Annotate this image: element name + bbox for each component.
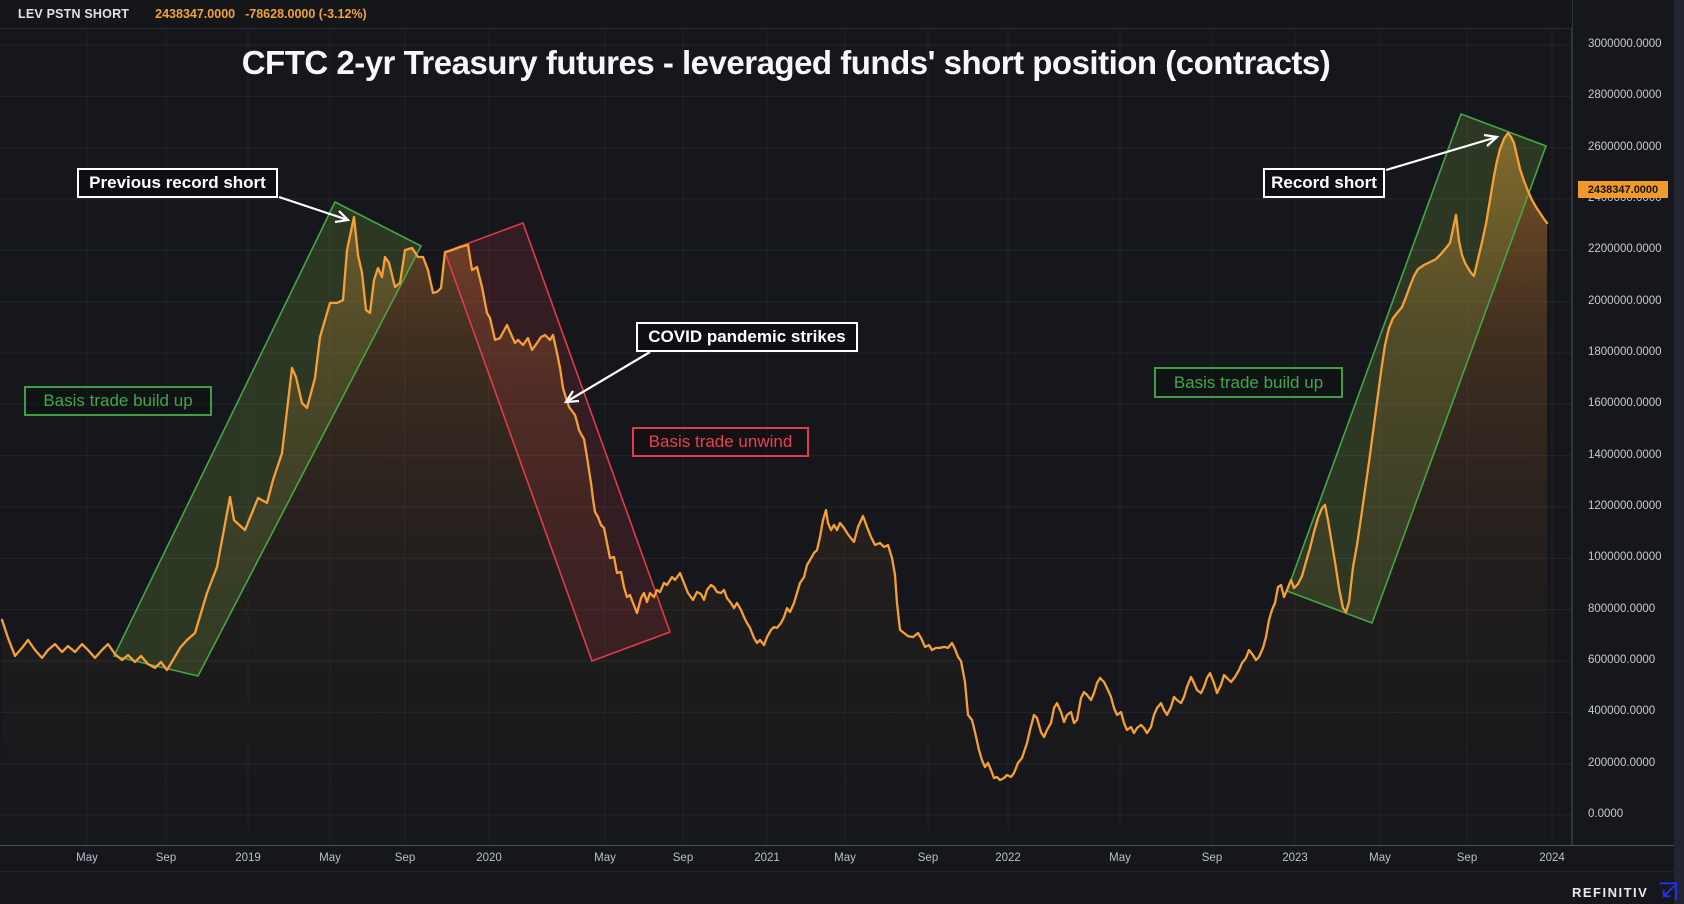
annotation-previous-record-short[interactable]: Previous record short <box>77 168 278 198</box>
x-axis-label: May <box>76 852 98 864</box>
x-axis-label: Sep <box>1201 852 1223 864</box>
y-axis-label: 1200000.0000 <box>1588 500 1662 512</box>
y-axis-label: 400000.0000 <box>1588 705 1656 718</box>
x-axis-label: May <box>594 852 616 864</box>
x-axis-label: 2023 <box>1282 852 1308 864</box>
annotation-basis-trade-build-up-right[interactable]: Basis trade build up <box>1154 367 1343 398</box>
refinitiv-wordmark: REFINITIV <box>1572 884 1649 900</box>
instrument-symbol: LEV PSTN SHORT <box>18 7 130 21</box>
y-axis-label: 3000000.0000 <box>1588 38 1662 50</box>
x-axis-label: 2019 <box>235 852 261 864</box>
window-right-edge <box>1674 0 1684 904</box>
y-axis-label: 1800000.0000 <box>1588 346 1662 358</box>
y-axis-label: 1400000.0000 <box>1588 448 1662 461</box>
annotation-covid-pandemic-strikes[interactable]: COVID pandemic strikes <box>636 322 858 352</box>
y-axis-label: 1000000.0000 <box>1588 551 1662 564</box>
series-line <box>0 131 1549 782</box>
x-axis-label: Sep <box>155 852 177 864</box>
annotation-arrows <box>278 133 1500 404</box>
y-axis-label: 2000000.0000 <box>1588 294 1662 307</box>
x-axis-label: May <box>319 852 341 864</box>
branding: REFINITIV <box>1480 880 1680 904</box>
last-value: 2438347.0000 <box>155 7 236 21</box>
y-axis-label: 2800000.0000 <box>1588 89 1662 102</box>
x-axis-label: Sep <box>917 852 939 864</box>
y-axis-label: 0.0000 <box>1588 808 1624 820</box>
x-axis-label: May <box>834 852 856 864</box>
series-area-fill <box>2 133 1547 845</box>
y-axis-label: 2600000.0000 <box>1588 140 1662 153</box>
y-axis-label: 2200000.0000 <box>1588 243 1662 256</box>
annotation-basis-trade-unwind[interactable]: Basis trade unwind <box>632 427 809 457</box>
x-axis-label: Sep <box>1456 852 1478 864</box>
last-value-badge: 2438347.0000 <box>1578 181 1668 198</box>
band-basis-trade-build-up-left <box>112 200 423 677</box>
x-axis-label: Sep <box>672 852 694 864</box>
x-axis-label: Sep <box>394 852 416 864</box>
y-axis-label: 200000.0000 <box>1588 756 1656 769</box>
x-axis-label: 2021 <box>754 852 780 864</box>
annotation-basis-trade-build-up-left[interactable]: Basis trade build up <box>24 386 212 416</box>
instrument-ticker-bar: LEV PSTN SHORT 2438347.0000 -78628.0000 … <box>0 0 1572 28</box>
x-axis-label: 2022 <box>995 852 1021 864</box>
annotation-record-short[interactable]: Record short <box>1263 168 1385 198</box>
y-axis-label: 800000.0000 <box>1588 602 1656 615</box>
x-axis-label: 2024 <box>1539 852 1565 864</box>
refinitiv-logo-icon <box>1659 882 1678 900</box>
y-axis-label: 600000.0000 <box>1588 654 1656 666</box>
band-basis-trade-unwind <box>443 221 672 663</box>
x-axis-label: May <box>1109 852 1131 864</box>
y-axis[interactable]: 3000000.0000 2800000.0000 2600000.0000 2400… <box>1572 0 1672 845</box>
x-axis-label: 2020 <box>476 852 502 864</box>
y-axis-label: 1600000.0000 <box>1588 397 1662 410</box>
net-change: -78628.0000 (-3.12%) <box>245 7 367 21</box>
x-axis[interactable]: May Sep 2019 May Sep 2020 May Sep 2021 May Sep 2022… <box>0 845 1572 871</box>
x-axis-label: May <box>1369 852 1391 864</box>
